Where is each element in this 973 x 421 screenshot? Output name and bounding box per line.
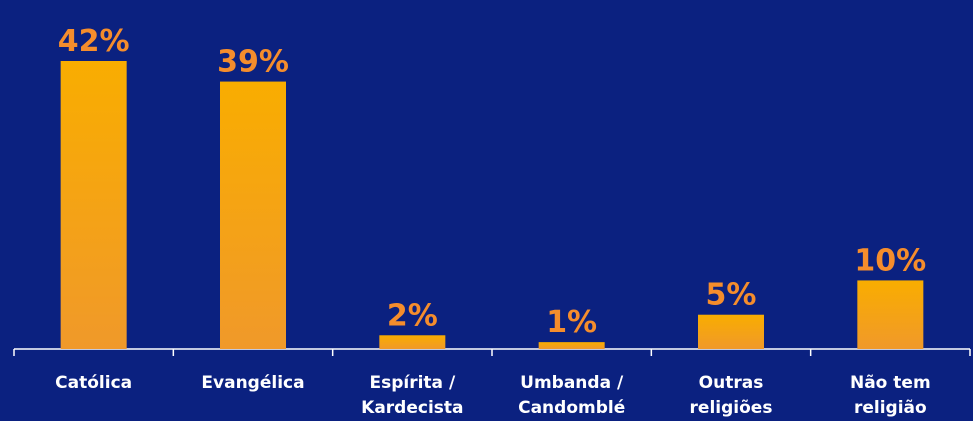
data-label: 1% — [546, 305, 597, 340]
category-tick-label: Espírita / — [369, 373, 455, 393]
bar — [379, 335, 446, 349]
category-tick-label: Outras — [699, 373, 764, 393]
data-label: 10% — [854, 243, 926, 278]
data-label: 5% — [706, 278, 757, 313]
bar — [538, 342, 605, 349]
bars-group — [60, 61, 924, 350]
data-label: 39% — [217, 45, 289, 80]
category-tick-label: Candomblé — [518, 398, 625, 418]
bar — [698, 314, 764, 349]
category-tick-label: religiões — [690, 398, 773, 418]
bar — [60, 61, 127, 349]
category-tick-label: Umbanda / — [520, 373, 624, 393]
data-label: 2% — [387, 298, 438, 333]
category-tick-label: Evangélica — [201, 373, 304, 393]
category-labels-group: Católica Evangélica Espírita / Kardecista Um… — [55, 373, 930, 418]
category-tick-label: Kardecista — [361, 398, 463, 418]
category-tick-label: Não tem — [850, 373, 931, 393]
data-label: 42% — [58, 24, 130, 59]
value-labels-group: 42% 39% 2% 1% 5% 10% — [58, 24, 926, 340]
bar — [220, 81, 286, 350]
x-axis-ticks — [13, 349, 971, 356]
bar — [857, 280, 924, 349]
category-tick-label: religião — [854, 398, 927, 418]
category-tick-label: Católica — [55, 373, 132, 393]
